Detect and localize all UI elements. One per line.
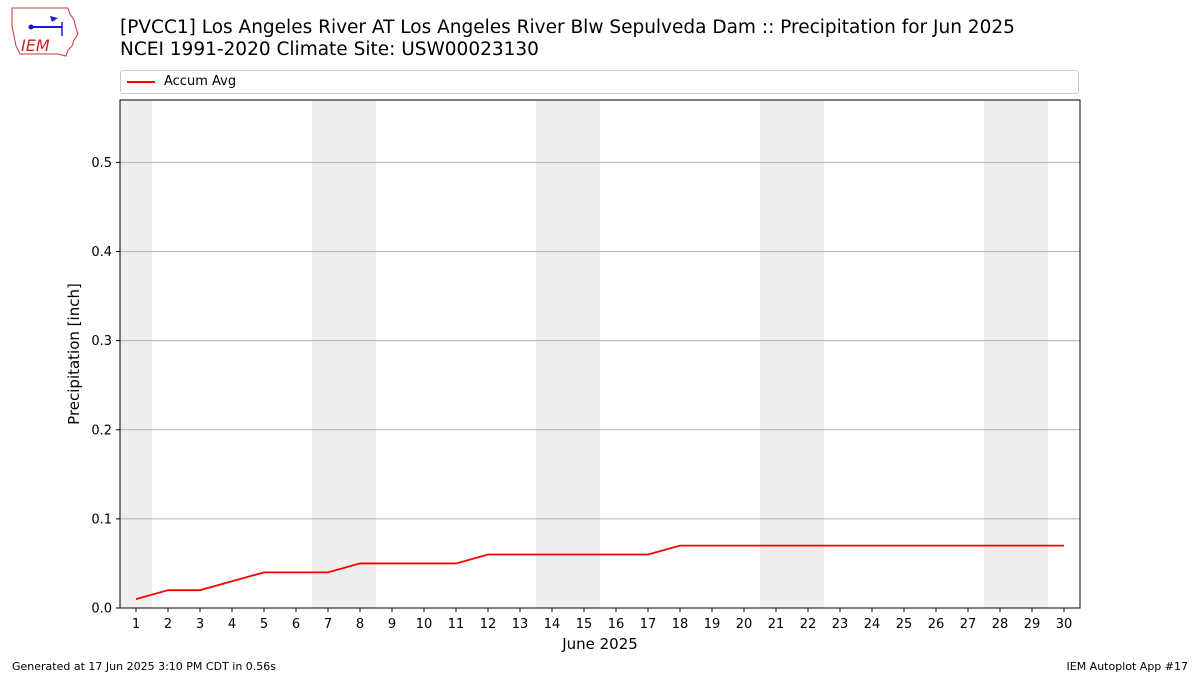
x-tick-label-10: 10 xyxy=(416,617,433,632)
y-tick-label-3: 0.3 xyxy=(91,334,112,349)
generated-timestamp: Generated at 17 Jun 2025 3:10 PM CDT in … xyxy=(12,660,277,673)
plot-frame xyxy=(119,99,1081,609)
x-tick-label-29: 29 xyxy=(1024,617,1041,632)
x-tick-label-2: 2 xyxy=(164,617,172,632)
series-layer xyxy=(135,544,1064,600)
x-tick-label-4: 4 xyxy=(228,617,236,632)
legend-swatch xyxy=(127,81,155,83)
x-tick-label-7: 7 xyxy=(324,617,332,632)
x-tick-label-23: 23 xyxy=(832,617,849,632)
x-tick-label-30: 30 xyxy=(1056,617,1073,632)
y-tick-label-1: 0.1 xyxy=(91,512,112,527)
x-tick-label-13: 13 xyxy=(512,617,529,632)
weekend-shade-4 xyxy=(984,100,1048,608)
x-tick-label-11: 11 xyxy=(448,617,465,632)
x-tick-label-17: 17 xyxy=(640,617,657,632)
x-tick-label-6: 6 xyxy=(292,617,300,632)
y-tick-label-2: 0.2 xyxy=(91,423,112,438)
weekend-shading xyxy=(120,100,1048,608)
weekend-shade-3 xyxy=(760,100,824,608)
x-tick-label-12: 12 xyxy=(480,617,497,632)
y-tick-label-4: 0.4 xyxy=(91,245,112,260)
x-tick-label-3: 3 xyxy=(196,617,204,632)
x-axis-label: June 2025 xyxy=(561,635,638,653)
chart-title: [PVCC1] Los Angeles River AT Los Angeles… xyxy=(120,17,1015,38)
x-tick-label-20: 20 xyxy=(736,617,753,632)
grid-lines xyxy=(120,161,1080,609)
y-tick-label-5: 0.5 xyxy=(91,156,112,171)
x-tick-label-21: 21 xyxy=(768,617,785,632)
x-tick-label-22: 22 xyxy=(800,617,817,632)
x-tick-label-14: 14 xyxy=(544,617,561,632)
y-tick-label-0: 0.0 xyxy=(91,602,112,617)
legend-label: Accum Avg xyxy=(164,74,237,89)
weekend-shade-1 xyxy=(312,100,376,608)
x-tick-label-18: 18 xyxy=(672,617,689,632)
x-tick-label-24: 24 xyxy=(864,617,881,632)
x-tick-label-5: 5 xyxy=(260,617,268,632)
y-axis-label: Precipitation [inch] xyxy=(65,283,83,425)
x-tick-label-19: 19 xyxy=(704,617,721,632)
x-tick-label-28: 28 xyxy=(992,617,1009,632)
app-credit: IEM Autoplot App #17 xyxy=(1066,660,1189,673)
iem-logo: IEM xyxy=(11,7,79,57)
weekend-shade-2 xyxy=(536,100,600,608)
legend: Accum Avg xyxy=(120,70,1079,94)
x-tick-label-1: 1 xyxy=(132,617,140,632)
weekend-shade-0 xyxy=(120,100,152,608)
x-tick-label-16: 16 xyxy=(608,617,625,632)
series-line-accum-avg xyxy=(135,544,1064,600)
x-tick-label-25: 25 xyxy=(896,617,913,632)
axis-ticks: 1 2 3 4 5 6 7 8 9 10 11 12 13 14 15 16 17 18 19 20 21 22 23 24 2… xyxy=(91,156,1072,632)
x-tick-label-27: 27 xyxy=(960,617,977,632)
chart-subtitle: NCEI 1991-2020 Climate Site: USW00023130 xyxy=(120,39,539,60)
x-tick-label-8: 8 xyxy=(356,617,364,632)
logo-text: IEM xyxy=(21,36,50,55)
x-tick-label-9: 9 xyxy=(388,617,396,632)
x-tick-label-26: 26 xyxy=(928,617,945,632)
x-tick-label-15: 15 xyxy=(576,617,593,632)
